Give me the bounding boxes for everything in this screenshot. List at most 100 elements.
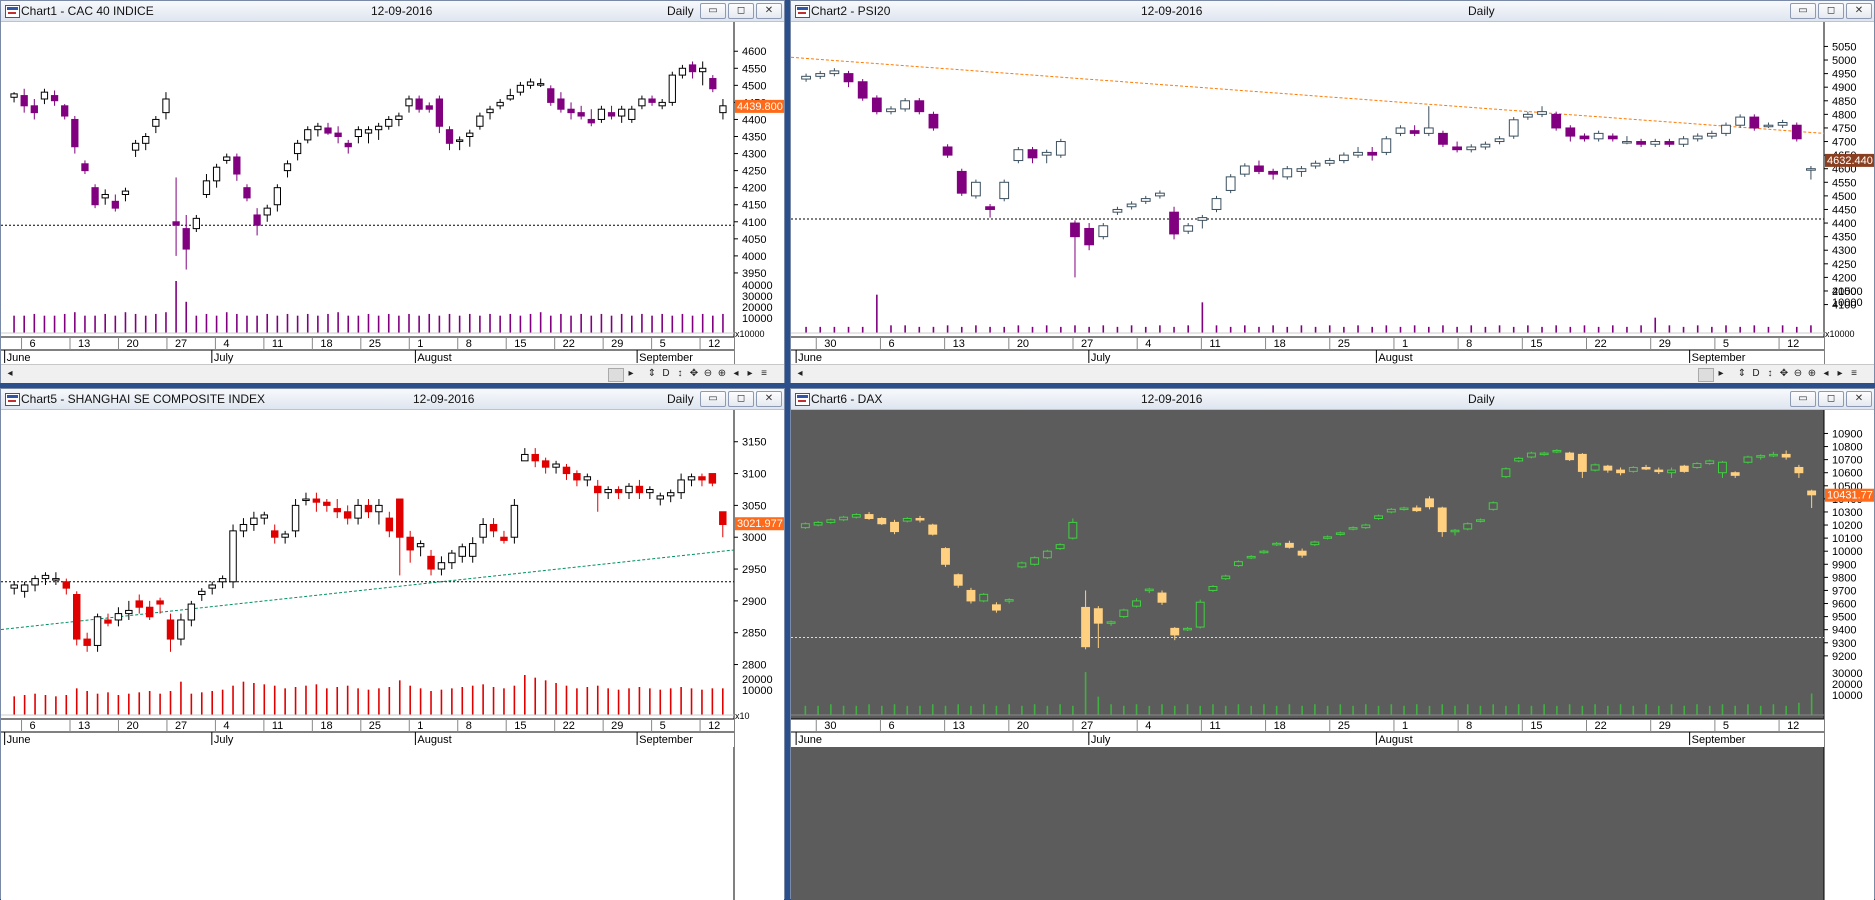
candle[interactable] [1508,117,1519,139]
candle[interactable] [1437,506,1447,537]
candle[interactable] [20,88,28,113]
candle[interactable] [52,572,60,585]
horizontal-scrollbar[interactable]: ◂ ▸ ⇕ D ↕ ✥ ⊖ ⊕ ◂ ▸ ≡ [791,364,1874,383]
candle[interactable] [1476,518,1485,523]
candle[interactable] [20,581,29,598]
price-chart[interactable]: 1090010800107001060010500104001030010200… [791,410,1874,900]
candle[interactable] [1628,466,1638,473]
candle[interactable] [1041,149,1052,164]
candle[interactable] [941,547,950,567]
candle[interactable] [1678,136,1689,147]
candle[interactable] [500,530,508,544]
candle[interactable] [263,204,271,222]
drawing-icon[interactable]: D [1752,368,1760,379]
candle[interactable] [628,105,636,123]
candle[interactable] [468,537,477,563]
candle[interactable] [813,521,823,527]
candle[interactable] [1055,138,1066,158]
drawing-icon[interactable]: D [662,368,670,379]
close-icon[interactable]: ✕ [1846,3,1872,19]
candle[interactable] [30,98,38,120]
maximize-icon[interactable]: ◻ [1818,391,1844,407]
candle[interactable] [1081,590,1091,650]
candle[interactable] [851,513,861,519]
candle[interactable] [489,518,498,538]
candle[interactable] [1093,606,1103,648]
candle[interactable] [719,511,727,538]
candle[interactable] [1692,462,1702,469]
candle[interactable] [354,499,362,525]
candle[interactable] [314,122,322,137]
candle[interactable] [1338,152,1349,164]
candle[interactable] [415,95,423,113]
candle[interactable] [293,139,302,161]
candle[interactable] [1806,165,1816,180]
candle[interactable] [364,499,373,519]
candle[interactable] [1463,522,1473,531]
candle[interactable] [114,607,123,627]
candle[interactable] [552,460,560,474]
candle[interactable] [104,613,112,627]
candle[interactable] [1254,160,1264,175]
candle[interactable] [1438,130,1448,147]
candle[interactable] [985,204,995,218]
candle[interactable] [1157,590,1167,605]
candle[interactable] [1183,223,1194,234]
price-chart[interactable]: 5050500049504900485048004750470046504600… [791,22,1874,365]
title-bar[interactable]: Chart2 - PSI20 12-09-2016 Daily ▭ ◻ ✕ [791,1,1874,22]
zoom-out-icon[interactable]: ⊖ [1793,368,1803,379]
trend-line[interactable] [791,56,1825,134]
crosshair-icon[interactable]: ✥ [689,368,699,379]
candle[interactable] [1374,514,1384,520]
candle[interactable] [334,126,342,144]
candle[interactable] [1735,114,1746,128]
candle[interactable] [1233,560,1243,567]
candle[interactable] [1552,449,1562,454]
minimize-icon[interactable]: ▭ [700,391,726,407]
candle[interactable] [698,473,706,487]
candle[interactable] [1323,535,1333,540]
candle[interactable] [1004,598,1014,604]
candle[interactable] [1119,608,1129,618]
candle[interactable] [218,575,227,589]
candle[interactable] [1070,220,1080,278]
candle[interactable] [1579,133,1590,142]
candle[interactable] [815,70,826,80]
candle[interactable] [1425,496,1434,510]
candle[interactable] [1126,201,1137,210]
candle[interactable] [1208,585,1218,592]
candle[interactable] [1284,540,1294,549]
candle[interactable] [1409,125,1420,137]
candle[interactable] [1577,453,1587,478]
candle[interactable] [1386,508,1396,514]
candle[interactable] [166,613,175,652]
candle[interactable] [1522,111,1533,120]
candle[interactable] [1225,174,1236,194]
candle[interactable] [618,105,626,123]
candle[interactable] [537,78,545,88]
candle[interactable] [719,98,727,120]
candle[interactable] [1450,528,1460,536]
candle[interactable] [857,79,868,101]
candle[interactable] [156,597,164,614]
scroll-right-icon[interactable]: ▸ [1718,368,1724,379]
candle[interactable] [915,515,925,523]
candle[interactable] [395,112,403,127]
prev-icon[interactable]: ◂ [733,368,739,379]
close-icon[interactable]: ✕ [756,3,782,19]
vertical-scale-icon[interactable]: ↕ [1767,368,1773,379]
next-icon[interactable]: ▸ [1837,368,1843,379]
candle[interactable] [466,129,474,147]
candle[interactable] [1807,489,1817,509]
menu-icon[interactable]: ≡ [761,368,767,379]
candle[interactable] [900,98,911,112]
price-chart[interactable]: 3150 3100 3050 3000 2950 2900 2850 2800 3021.977… [1,410,784,900]
candle[interactable] [121,187,130,202]
candle[interactable] [531,448,539,468]
scroll-right-icon[interactable]: ▸ [628,368,634,379]
candle[interactable] [91,184,99,209]
minimize-icon[interactable]: ▭ [1790,391,1816,407]
candle[interactable] [956,168,967,196]
close-icon[interactable]: ✕ [1846,391,1872,407]
candle[interactable] [1777,119,1788,128]
